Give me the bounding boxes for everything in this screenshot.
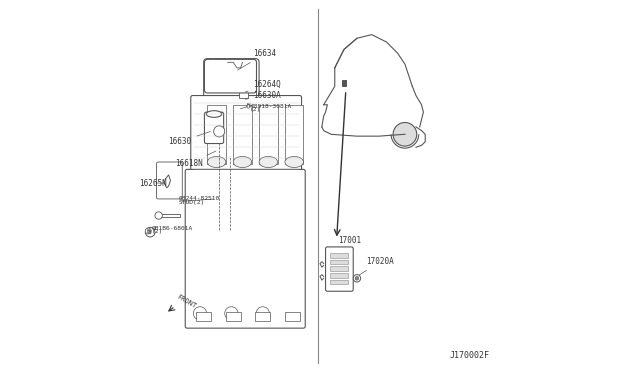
Text: 16630: 16630	[168, 132, 211, 146]
Circle shape	[393, 122, 417, 146]
Bar	[159, 214, 180, 217]
Text: FRONT: FRONT	[176, 294, 197, 310]
Ellipse shape	[206, 111, 222, 117]
Text: 16618N: 16618N	[175, 151, 216, 169]
Ellipse shape	[233, 157, 252, 167]
Text: B: B	[147, 228, 150, 234]
Ellipse shape	[207, 157, 226, 167]
Text: J170002F: J170002F	[450, 351, 490, 360]
FancyBboxPatch shape	[204, 112, 223, 144]
Circle shape	[225, 307, 238, 320]
Bar	[330, 280, 348, 284]
Circle shape	[214, 126, 225, 137]
Bar	[285, 105, 303, 164]
Ellipse shape	[237, 59, 248, 66]
FancyBboxPatch shape	[191, 96, 301, 173]
Circle shape	[193, 307, 207, 320]
Text: B: B	[148, 230, 151, 235]
Bar	[259, 105, 278, 164]
Bar	[285, 311, 300, 321]
Text: 0B1B6-6801A: 0B1B6-6801A	[151, 225, 193, 231]
Text: 08918-3081A: 08918-3081A	[250, 104, 291, 109]
Bar	[330, 253, 348, 258]
Text: 08244-82510: 08244-82510	[179, 196, 220, 201]
FancyBboxPatch shape	[185, 169, 305, 328]
Bar	[207, 105, 226, 164]
Bar	[330, 273, 348, 278]
Circle shape	[145, 228, 151, 234]
Ellipse shape	[207, 59, 218, 66]
Text: N: N	[246, 103, 250, 108]
Bar	[330, 266, 348, 271]
FancyBboxPatch shape	[156, 162, 182, 199]
Text: (2): (2)	[250, 108, 262, 112]
Text: 17001: 17001	[339, 236, 362, 245]
Text: 16265N: 16265N	[139, 179, 167, 187]
Text: 17020A: 17020A	[359, 257, 394, 275]
Bar	[196, 311, 211, 321]
Bar	[239, 92, 248, 98]
FancyBboxPatch shape	[204, 59, 259, 105]
Ellipse shape	[222, 59, 233, 66]
Circle shape	[246, 105, 250, 108]
Circle shape	[353, 275, 360, 282]
Circle shape	[155, 212, 163, 219]
Bar	[330, 260, 348, 264]
Bar	[226, 311, 241, 321]
Bar	[255, 311, 270, 321]
Text: (2): (2)	[151, 229, 163, 234]
Circle shape	[355, 276, 359, 280]
Text: STUD(2): STUD(2)	[179, 200, 205, 205]
Text: 16264Q: 16264Q	[245, 80, 282, 92]
Ellipse shape	[285, 157, 303, 167]
Bar	[342, 80, 346, 86]
Text: 16630A: 16630A	[245, 91, 282, 100]
Bar	[233, 105, 252, 164]
Ellipse shape	[259, 157, 278, 167]
FancyBboxPatch shape	[204, 60, 257, 93]
Text: 16634: 16634	[237, 49, 276, 70]
Circle shape	[145, 227, 155, 237]
FancyBboxPatch shape	[326, 247, 353, 291]
Circle shape	[256, 307, 269, 320]
